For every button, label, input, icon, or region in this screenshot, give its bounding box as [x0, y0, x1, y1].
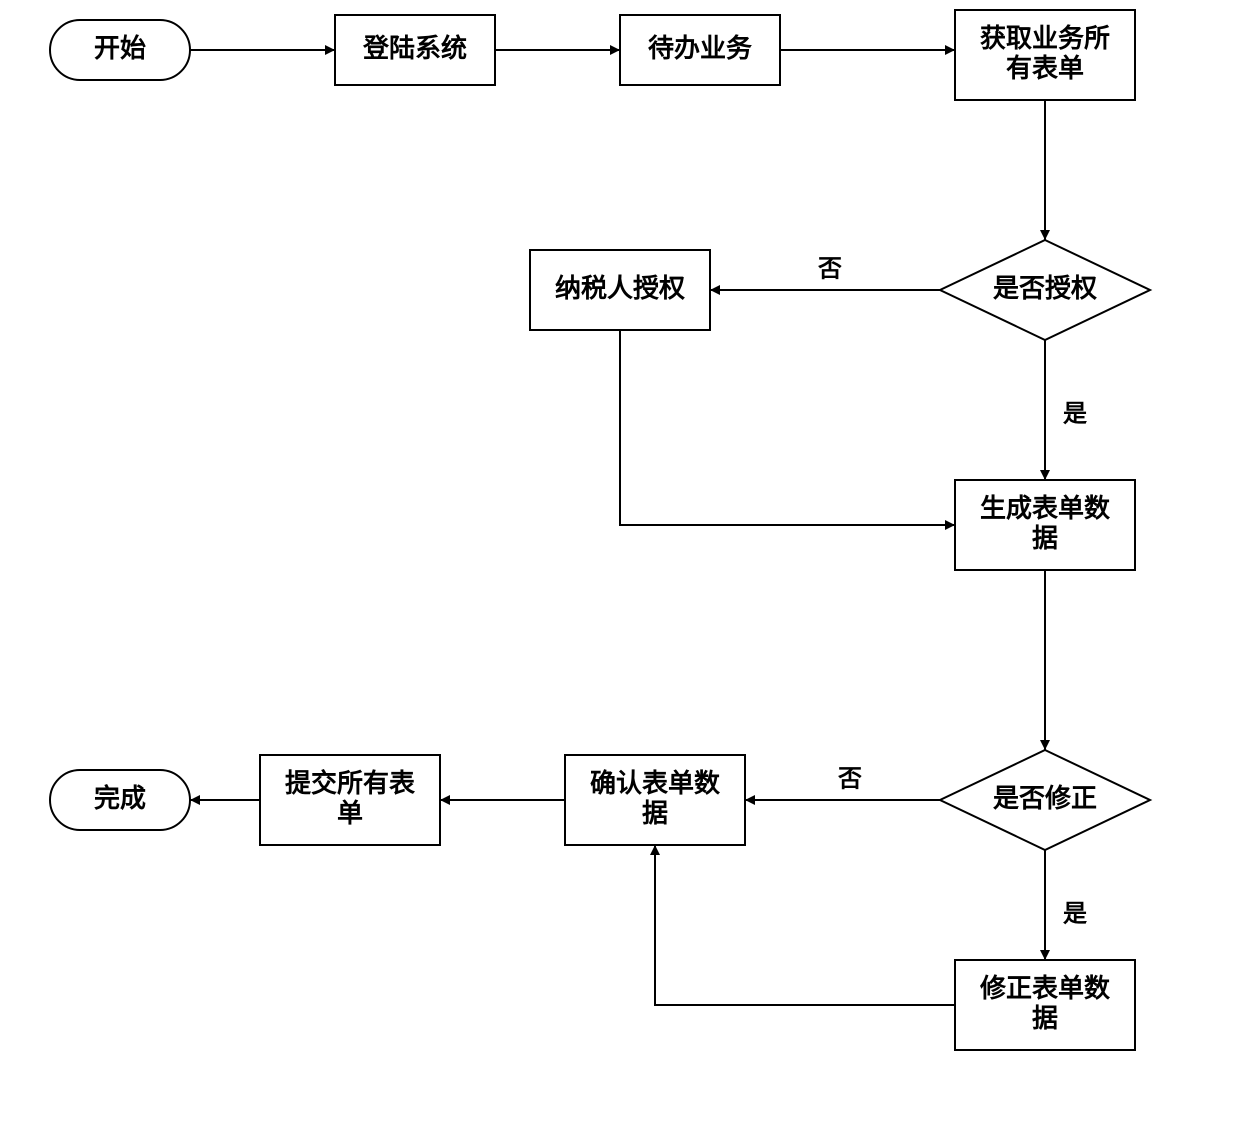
node-gendata: 生成表单数据	[955, 480, 1135, 570]
svg-text:是否修正: 是否修正	[993, 783, 1097, 813]
svg-text:据: 据	[1032, 523, 1058, 553]
svg-text:据: 据	[1032, 1003, 1058, 1033]
edge-label-authq-gendata: 是	[1063, 400, 1087, 427]
svg-text:获取业务所: 获取业务所	[980, 23, 1110, 53]
svg-text:登陆系统: 登陆系统	[362, 33, 467, 63]
edge-moddata-confirm	[655, 845, 955, 1005]
node-authq: 是否授权	[940, 240, 1150, 340]
svg-text:单: 单	[337, 798, 363, 828]
svg-text:有表单: 有表单	[1006, 53, 1084, 83]
svg-text:开始: 开始	[94, 33, 146, 63]
edge-auth-gendata	[620, 330, 955, 525]
node-confirm: 确认表单数据	[565, 755, 745, 845]
svg-text:提交所有表: 提交所有表	[285, 768, 416, 798]
node-getforms: 获取业务所有表单	[955, 10, 1135, 100]
node-start: 开始	[50, 20, 190, 80]
node-auth: 纳税人授权	[530, 250, 710, 330]
svg-text:生成表单数: 生成表单数	[980, 493, 1111, 523]
svg-text:据: 据	[642, 798, 668, 828]
svg-text:修正表单数: 修正表单数	[979, 973, 1111, 1003]
svg-text:纳税人授权: 纳税人授权	[555, 273, 685, 303]
flowchart-diagram: 否是是否 开始登陆系统待办业务获取业务所有表单是否授权纳税人授权生成表单数据是否…	[0, 0, 1240, 1137]
svg-text:确认表单数: 确认表单数	[590, 768, 721, 798]
node-modq: 是否修正	[940, 750, 1150, 850]
edge-label-modq-confirm: 否	[837, 765, 862, 792]
node-submit: 提交所有表单	[260, 755, 440, 845]
svg-text:完成: 完成	[94, 783, 146, 813]
svg-text:待办业务: 待办业务	[648, 33, 752, 63]
svg-text:是否授权: 是否授权	[993, 273, 1097, 303]
node-moddata: 修正表单数据	[955, 960, 1135, 1050]
edge-label-authq-auth: 否	[817, 255, 842, 282]
node-login: 登陆系统	[335, 15, 495, 85]
node-pending: 待办业务	[620, 15, 780, 85]
edge-label-modq-moddata: 是	[1063, 900, 1087, 927]
node-done: 完成	[50, 770, 190, 830]
